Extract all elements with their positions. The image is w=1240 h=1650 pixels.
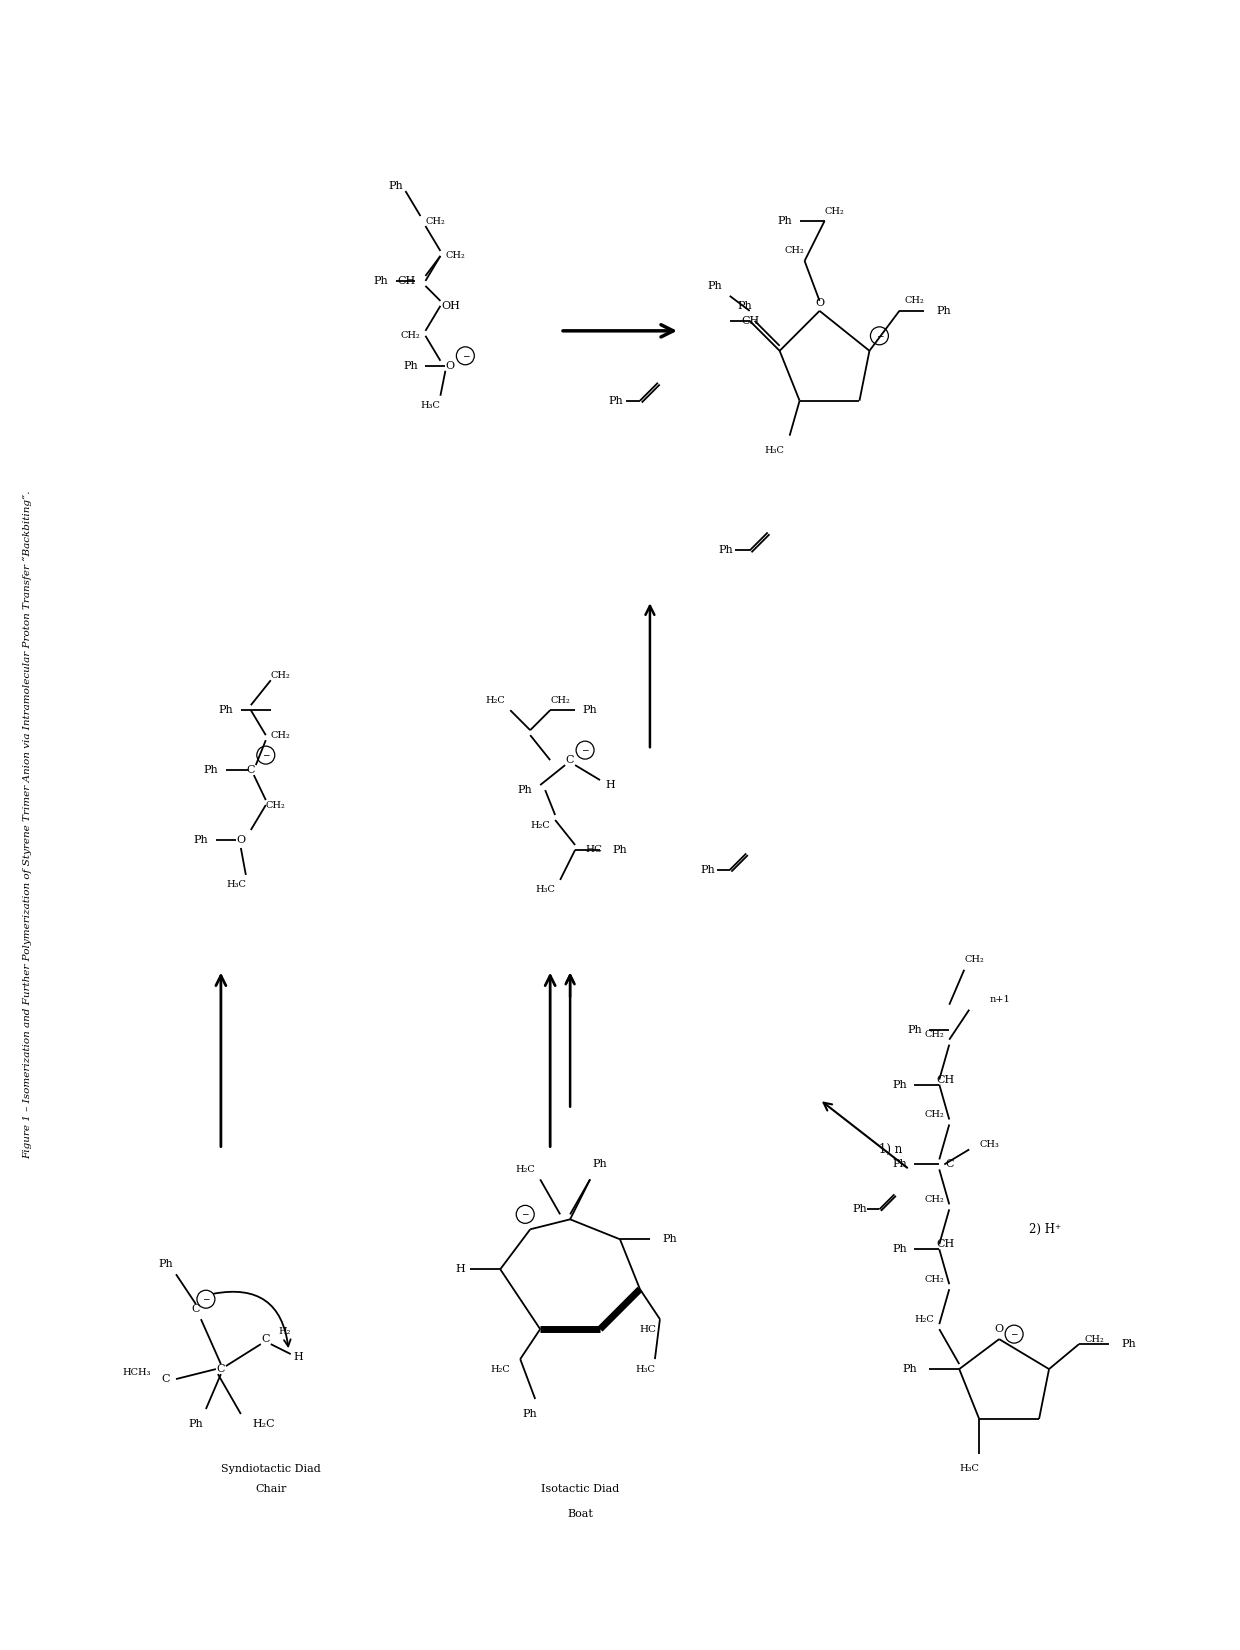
Text: CH₂: CH₂ (924, 1030, 944, 1040)
Text: H: H (294, 1351, 304, 1363)
Text: H₃C: H₃C (536, 886, 556, 894)
Text: CH₂: CH₂ (401, 332, 420, 340)
Text: Ph: Ph (892, 1079, 906, 1089)
Text: Ph: Ph (662, 1234, 677, 1244)
Text: CH₂: CH₂ (965, 955, 985, 964)
Text: CH₂: CH₂ (924, 1110, 944, 1119)
Text: Syndiotactic Diad: Syndiotactic Diad (221, 1464, 321, 1473)
Text: H₃C: H₃C (635, 1365, 655, 1373)
Text: CH₂: CH₂ (825, 206, 844, 216)
Text: Boat: Boat (567, 1508, 593, 1520)
Text: H₂C: H₂C (485, 696, 505, 705)
Text: Ph: Ph (901, 1365, 916, 1374)
Text: Ph: Ph (193, 835, 208, 845)
Text: Ph: Ph (593, 1160, 608, 1170)
Text: HC: HC (640, 1325, 657, 1333)
Text: CH₂: CH₂ (425, 216, 445, 226)
Text: HCH₃: HCH₃ (123, 1368, 151, 1376)
Text: Ph: Ph (892, 1244, 906, 1254)
Text: O: O (815, 299, 825, 309)
Text: CH: CH (397, 276, 415, 285)
Text: H₂C: H₂C (490, 1365, 510, 1373)
Text: H₂: H₂ (279, 1327, 291, 1335)
Text: CH₂: CH₂ (1084, 1335, 1104, 1343)
Text: Ph: Ph (188, 1419, 203, 1429)
Text: Ph: Ph (373, 276, 388, 285)
Text: H₃C: H₃C (226, 881, 246, 889)
Text: −: − (582, 746, 589, 754)
Text: Ph: Ph (906, 1025, 921, 1035)
Text: Ph: Ph (613, 845, 627, 855)
Text: CH: CH (742, 315, 760, 325)
Text: CH₂: CH₂ (904, 297, 924, 305)
Text: Ph: Ph (218, 705, 233, 714)
Text: HC: HC (585, 845, 603, 855)
Text: Figure 1 – Isomerization and Further Polymerization of Styrene Trimer Anion via : Figure 1 – Isomerization and Further Pol… (22, 490, 32, 1160)
Text: O: O (994, 1325, 1003, 1335)
Text: Ph: Ph (388, 182, 403, 191)
Text: CH₂: CH₂ (270, 731, 290, 739)
Text: CH₂: CH₂ (551, 696, 570, 705)
Text: Ph: Ph (852, 1204, 867, 1214)
Text: CH₂: CH₂ (270, 672, 290, 680)
Text: Isotactic Diad: Isotactic Diad (541, 1483, 619, 1493)
Text: −: − (202, 1294, 210, 1304)
Text: H₂C: H₂C (914, 1315, 934, 1323)
Text: 1) n: 1) n (879, 1143, 903, 1157)
Text: C: C (161, 1374, 170, 1384)
Text: Ph: Ph (1121, 1340, 1136, 1350)
Text: C: C (247, 766, 255, 775)
Text: Ph: Ph (937, 305, 951, 315)
Text: CH₂: CH₂ (445, 251, 465, 261)
Text: −: − (1011, 1330, 1018, 1338)
Text: CH: CH (936, 1239, 955, 1249)
Text: CH₂: CH₂ (265, 800, 285, 810)
Text: Ph: Ph (403, 361, 418, 371)
Text: Ph: Ph (583, 705, 598, 714)
Text: C: C (946, 1160, 955, 1170)
Text: −: − (875, 332, 883, 340)
Text: C: C (217, 1365, 226, 1374)
Text: Ph: Ph (203, 766, 218, 775)
Text: OH: OH (441, 300, 460, 310)
Text: Ph: Ph (609, 396, 624, 406)
Text: Chair: Chair (255, 1483, 286, 1493)
Text: −: − (262, 751, 269, 759)
Text: H₂C: H₂C (516, 1165, 536, 1173)
Text: 2) H⁺: 2) H⁺ (1029, 1223, 1061, 1236)
Text: Ph: Ph (777, 216, 792, 226)
Text: Ph: Ph (518, 785, 533, 795)
Text: CH₂: CH₂ (785, 246, 805, 256)
Text: C: C (192, 1304, 200, 1313)
Text: −: − (522, 1209, 529, 1218)
Text: O: O (237, 835, 246, 845)
Text: H₃C: H₃C (420, 401, 440, 411)
Text: Ph: Ph (738, 300, 753, 310)
Text: CH: CH (936, 1074, 955, 1084)
Text: Ph: Ph (159, 1259, 174, 1269)
Text: C: C (565, 756, 574, 766)
Text: Ph: Ph (701, 865, 715, 874)
Text: H: H (455, 1264, 465, 1274)
Text: H: H (605, 780, 615, 790)
Text: Ph: Ph (718, 546, 733, 556)
Text: n+1: n+1 (990, 995, 1009, 1005)
Text: −: − (461, 351, 469, 360)
Text: O: O (446, 361, 455, 371)
Text: CH₂: CH₂ (924, 1195, 944, 1204)
Text: Ph: Ph (523, 1409, 538, 1419)
Text: Ph: Ph (707, 280, 722, 290)
Text: C: C (262, 1335, 270, 1345)
Text: H₃C: H₃C (960, 1465, 980, 1473)
Text: CH₃: CH₃ (980, 1140, 999, 1148)
Text: Ph: Ph (892, 1160, 906, 1170)
Text: H₂C: H₂C (253, 1419, 275, 1429)
Text: CH₂: CH₂ (924, 1275, 944, 1284)
Text: H₃C: H₃C (765, 446, 785, 455)
Text: H₂C: H₂C (531, 820, 551, 830)
